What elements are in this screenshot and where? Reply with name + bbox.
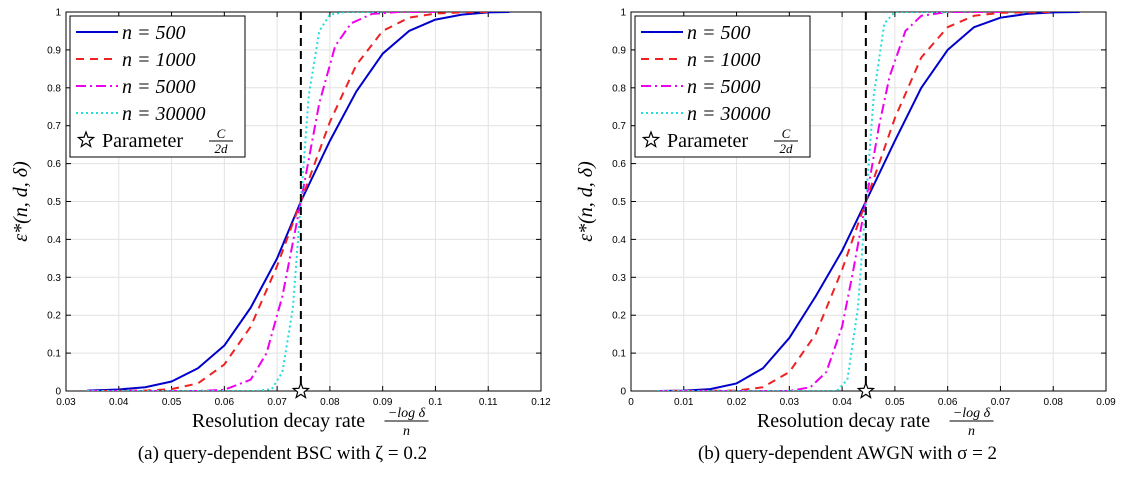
chart-a-xtick-label: 0.09 bbox=[373, 397, 393, 408]
chart-a-ytick-label: 1 bbox=[55, 8, 61, 19]
chart-panel-a: 0.03 0.04 0.05 0.06 0.07 0.08 0.09 0.1 0.11 0.12 0… bbox=[10, 8, 551, 465]
chart-b-series-line bbox=[657, 12, 1001, 391]
chart-a-ytick-label: 0.8 bbox=[47, 83, 61, 94]
chart-a-xlabel-den: n bbox=[403, 424, 410, 439]
chart-a-marker-star bbox=[291, 381, 311, 399]
chart-b-xtick-label: 0.05 bbox=[885, 397, 905, 408]
chart-b-legend-frac-num: C bbox=[782, 126, 791, 141]
chart-a-svg: 0.03 0.04 0.05 0.06 0.07 0.08 0.09 0.1 0.11 0.120… bbox=[10, 8, 551, 440]
chart-a-legend-label: n = 5000 bbox=[122, 76, 196, 98]
chart-b-xtick-label: 0.06 bbox=[938, 397, 958, 408]
chart-a-ytick-label: 0.1 bbox=[47, 349, 61, 360]
chart-a-legend-label: n = 1000 bbox=[122, 49, 196, 71]
chart-b-xtick-label: 0.01 bbox=[674, 397, 694, 408]
chart-a-xtick-label: 0.03 bbox=[56, 397, 76, 408]
chart-a-ytick-label: 0.9 bbox=[47, 45, 61, 56]
chart-a-legend-label: n = 30000 bbox=[122, 103, 206, 125]
chart-a-xtick-label: 0.07 bbox=[267, 397, 287, 408]
chart-b-ytick-label: 0.2 bbox=[612, 311, 626, 322]
chart-a-caption: (a) query-dependent BSC with ζ = 0.2 bbox=[137, 443, 428, 464]
chart-b-ytick-label: 0.4 bbox=[612, 235, 626, 246]
chart-a-legend-star bbox=[76, 130, 96, 148]
chart-a-xtick-label: 0.1 bbox=[428, 397, 442, 408]
chart-a-legend-label: n = 500 bbox=[122, 22, 186, 44]
chart-panel-b: 0 0.01 0.02 0.03 0.04 0.05 0.06 0.07 0.08 0.09 0 0.… bbox=[565, 0, 1130, 478]
chart-b-xtick-label: 0.04 bbox=[832, 397, 852, 408]
chart-a-legend-marker-label: Parameter bbox=[102, 130, 183, 152]
chart-a-xtick-label: 0.12 bbox=[531, 397, 551, 408]
chart-b-legend-label: n = 30000 bbox=[687, 103, 771, 125]
chart-b-xlabel-den: n bbox=[968, 424, 975, 439]
chart-a-xtick-label: 0.04 bbox=[109, 397, 129, 408]
chart-b-ytick-label: 0.7 bbox=[612, 121, 626, 132]
chart-b-xtick-label: 0.08 bbox=[1043, 397, 1063, 408]
chart-a-xlabel: Resolution decay rate bbox=[192, 410, 365, 432]
chart-a-legend-frac-den: 2d bbox=[215, 141, 229, 156]
chart-b-xlabel-num: −log δ bbox=[953, 406, 991, 421]
chart-b-xtick-label: 0.02 bbox=[727, 397, 747, 408]
chart-b-ytick-label: 0.6 bbox=[612, 159, 626, 170]
chart-a-xtick-label: 0.11 bbox=[479, 397, 498, 408]
chart-a-xlabel-num: −log δ bbox=[388, 406, 426, 421]
chart-b-legend-label: n = 500 bbox=[687, 22, 751, 44]
chart-b-xtick-label: 0 bbox=[628, 397, 634, 408]
chart-b-ytick-label: 1 bbox=[620, 8, 626, 19]
chart-b-ytick-label: 0.5 bbox=[612, 197, 626, 208]
chart-b-xtick-label: 0.03 bbox=[780, 397, 800, 408]
chart-b-legend-marker-label: Parameter bbox=[667, 130, 748, 152]
chart-a-ytick-label: 0.3 bbox=[47, 273, 61, 284]
chart-a-ytick-label: 0 bbox=[55, 387, 61, 398]
chart-b-legend-label: n = 1000 bbox=[687, 49, 761, 71]
chart-a-legend-frac-num: C bbox=[217, 126, 226, 141]
chart-a-ytick-label: 0.6 bbox=[47, 159, 61, 170]
chart-a-ytick-label: 0.2 bbox=[47, 311, 61, 322]
chart-b-legend-frac-den: 2d bbox=[780, 141, 794, 156]
chart-a-xtick-label: 0.08 bbox=[320, 397, 340, 408]
chart-a-ylabel: ε*(n, d, δ) bbox=[10, 161, 32, 242]
chart-b-ytick-label: 0 bbox=[620, 387, 626, 398]
chart-a-ytick-label: 0.5 bbox=[47, 197, 61, 208]
chart-b-ytick-label: 0.8 bbox=[612, 83, 626, 94]
chart-a-series-line bbox=[87, 12, 436, 391]
chart-b-caption: (b) query-dependent AWGN with σ = 2 bbox=[697, 443, 998, 464]
chart-a-xtick-label: 0.05 bbox=[162, 397, 182, 408]
chart-b-xtick-label: 0.09 bbox=[1096, 397, 1116, 408]
chart-b-ytick-label: 0.1 bbox=[612, 349, 626, 360]
chart-a-ytick-label: 0.7 bbox=[47, 121, 61, 132]
chart-b-marker-star bbox=[856, 381, 876, 399]
chart-b-ytick-label: 0.9 bbox=[612, 45, 626, 56]
chart-b-ytick-label: 0.3 bbox=[612, 273, 626, 284]
chart-b-svg: 0 0.01 0.02 0.03 0.04 0.05 0.06 0.07 0.08 0.09 0 0.… bbox=[575, 8, 1116, 440]
chart-b-legend-star bbox=[641, 130, 661, 148]
chart-b-xtick-label: 0.07 bbox=[991, 397, 1011, 408]
chart-b-ylabel: ε*(n, d, δ) bbox=[575, 161, 597, 242]
chart-b-xlabel: Resolution decay rate bbox=[757, 410, 930, 432]
chart-a-xtick-label: 0.06 bbox=[215, 397, 235, 408]
chart-a-ytick-label: 0.4 bbox=[47, 235, 61, 246]
chart-b-legend-label: n = 5000 bbox=[687, 76, 761, 98]
